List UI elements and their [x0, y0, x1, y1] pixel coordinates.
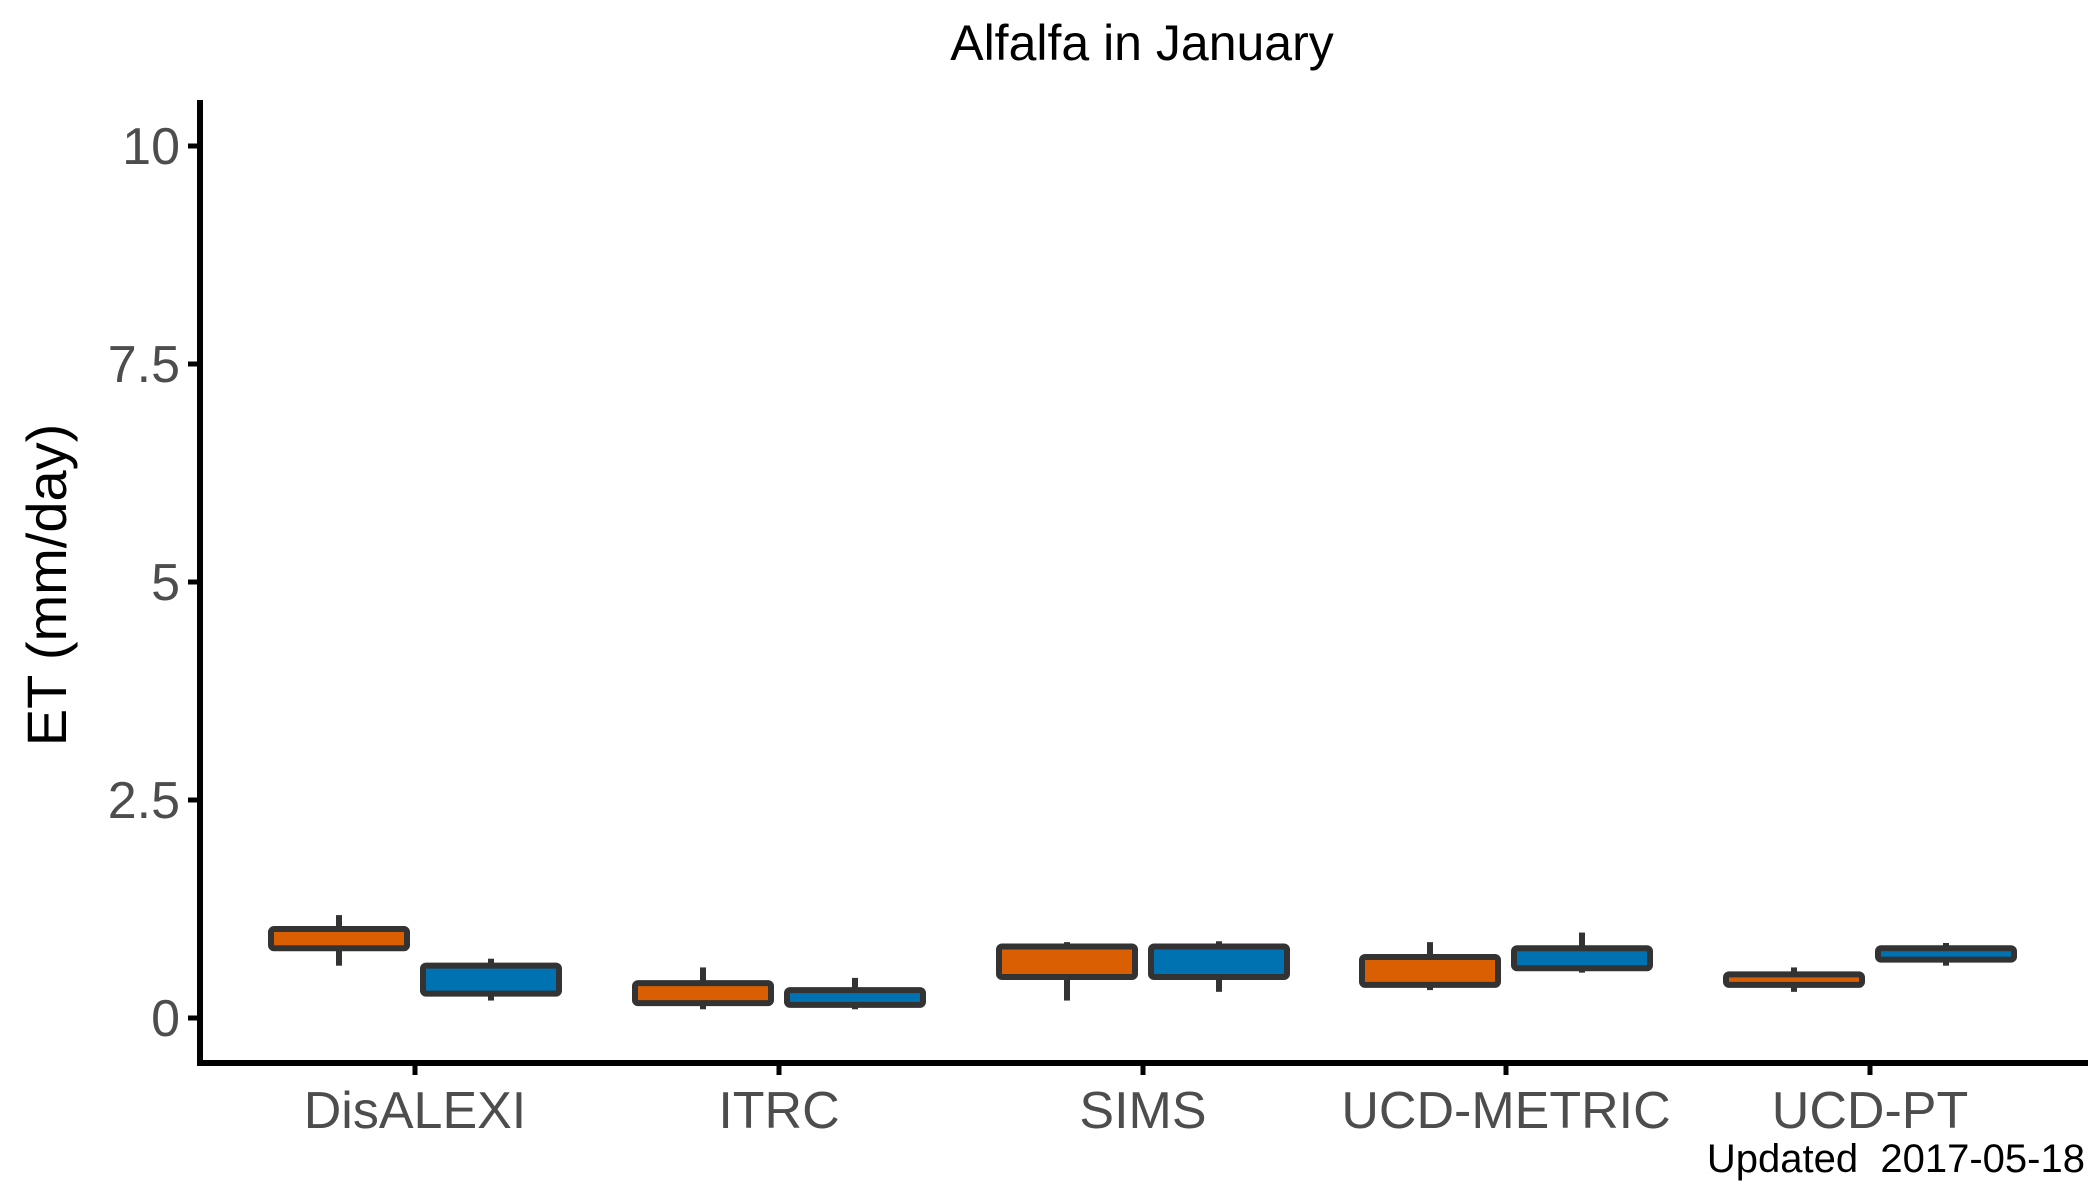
plot-area: 0 2.5 5 7.5 10 DisALEXI ITRC SIMS UCD-METRIC UCD-… — [108, 118, 2017, 1140]
y-tick-label: 2.5 — [108, 772, 180, 830]
box-disalexi-orange — [268, 915, 410, 966]
box-ucd-metric-blue — [1511, 932, 1653, 973]
y-axis-label: ET (mm/day) — [15, 424, 78, 747]
x-tick-label: ITRC — [718, 1082, 839, 1140]
box-body — [420, 962, 562, 997]
x-tick-label: SIMS — [1079, 1082, 1206, 1140]
y-tick-label: 7.5 — [108, 336, 180, 394]
box-body — [632, 980, 774, 1007]
box-body — [1359, 953, 1501, 988]
box-sims-blue — [1148, 941, 1290, 992]
y-tick-label: 5 — [151, 554, 180, 612]
x-tick-label: DisALEXI — [304, 1082, 527, 1140]
box-itrc-orange — [632, 967, 774, 1010]
updated-caption: Updated 2017-05-18 — [1707, 1137, 2085, 1181]
x-tick-label: UCD-PT — [1772, 1082, 1968, 1140]
chart-title: Alfalfa in January — [950, 15, 1334, 71]
box-ucd-pt-orange — [1723, 967, 1865, 992]
box-body — [996, 943, 1138, 981]
y-tick-label: 10 — [122, 118, 180, 176]
box-body — [1511, 945, 1653, 972]
y-tick-label: 0 — [151, 990, 180, 1048]
box-body — [1875, 945, 2017, 963]
x-tick-label: UCD-METRIC — [1341, 1082, 1670, 1140]
box-itrc-blue — [784, 977, 926, 1010]
box-ucd-metric-orange — [1359, 942, 1501, 991]
box-body — [1148, 943, 1290, 981]
box-sims-orange — [996, 942, 1138, 1001]
box-disalexi-blue — [420, 958, 562, 1001]
box-ucd-pt-blue — [1875, 943, 2017, 966]
